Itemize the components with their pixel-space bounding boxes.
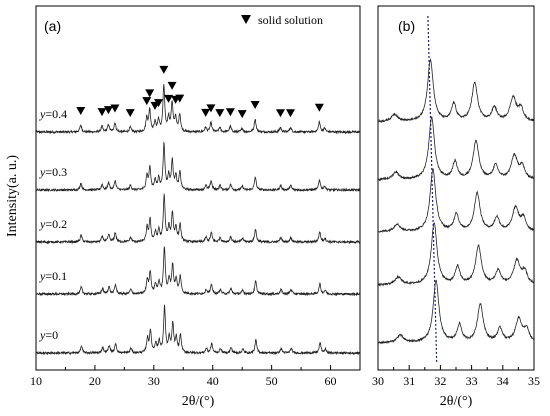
solid-solution-marker	[154, 99, 164, 108]
series-group-a: y=0.4 y=0.3 y=0.2 y=0.1 y=0	[35, 84, 361, 356]
solid-solution-marker	[125, 109, 135, 118]
x-axis-title-a: 2θ/(°)	[182, 394, 215, 409]
legend-label: solid solution	[258, 13, 323, 27]
x-tick-label-a: 60	[325, 374, 337, 388]
x-tick-label-b: 31	[403, 374, 415, 388]
panel-b-label: (b)	[398, 18, 415, 34]
x-tick-label-a: 30	[148, 374, 160, 388]
x-tick-label-a: 40	[207, 374, 219, 388]
solid-solution-marker	[164, 94, 174, 103]
solid-solution-marker	[110, 104, 120, 113]
reference-line-group	[427, 15, 438, 363]
x-tick-label-b: 30	[372, 374, 384, 388]
x-tick-label-b: 33	[466, 374, 478, 388]
series-label: y=0	[39, 328, 58, 342]
solid-solution-marker	[201, 108, 211, 117]
solid-solution-marker	[314, 103, 324, 112]
x-tick-label-b: 32	[434, 374, 446, 388]
series-label: y=0.4	[39, 107, 67, 121]
xrd-pattern-y-0	[35, 304, 361, 356]
panel-b-frame	[377, 5, 535, 371]
solid-solution-marker	[167, 81, 177, 90]
solid-solution-marker	[103, 106, 113, 115]
solid-solution-markers	[76, 65, 324, 119]
solid-solution-marker	[285, 109, 295, 118]
zoom-pattern	[377, 58, 535, 123]
x-tick-label-a: 20	[89, 374, 101, 388]
xrd-pattern-y-0-2	[35, 193, 361, 245]
series-group-b	[377, 58, 535, 345]
solid-solution-marker	[142, 97, 152, 106]
xrd-pattern-y-0-4	[35, 84, 361, 135]
x-ticks-a: 10 20 30 40 50 60	[30, 365, 337, 388]
solid-solution-marker	[250, 101, 260, 110]
solid-solution-marker	[206, 104, 216, 113]
peak-shift-reference-line	[427, 15, 438, 363]
series-label: y=0.2	[39, 217, 67, 231]
x-tick-label-a: 10	[30, 374, 42, 388]
solid-solution-marker	[76, 107, 86, 116]
solid-solution-marker	[97, 108, 107, 117]
series-label: y=0.3	[39, 165, 67, 179]
zoom-pattern	[377, 279, 535, 345]
panel-a-label: (a)	[44, 18, 61, 34]
solid-solution-marker	[275, 109, 285, 118]
zoom-pattern	[377, 116, 535, 182]
panel-a-frame	[35, 5, 361, 371]
xrd-pattern-y-0-1	[35, 246, 361, 297]
xrd-pattern-y-0-3	[35, 141, 361, 193]
solid-solution-marker	[225, 108, 235, 117]
legend: solid solution	[241, 13, 323, 27]
x-ticks-b: 30 31 32 33 34 35	[372, 365, 540, 388]
zoom-pattern	[377, 222, 535, 287]
solid-solution-marker	[159, 65, 169, 74]
series-label: y=0.1	[39, 269, 67, 283]
y-axis-title: Intensity(a. u.)	[5, 155, 20, 237]
zoom-pattern	[377, 168, 535, 234]
solid-solution-marker	[175, 94, 185, 103]
legend-triangle-marker	[241, 15, 251, 24]
solid-solution-marker	[145, 89, 155, 98]
x-tick-label-b: 34	[497, 374, 509, 388]
x-axis-title-b: 2θ/(°)	[440, 394, 473, 409]
x-tick-label-a: 50	[266, 374, 278, 388]
x-tick-label-b: 35	[528, 374, 540, 388]
solid-solution-marker	[237, 110, 247, 119]
solid-solution-marker	[215, 109, 225, 118]
